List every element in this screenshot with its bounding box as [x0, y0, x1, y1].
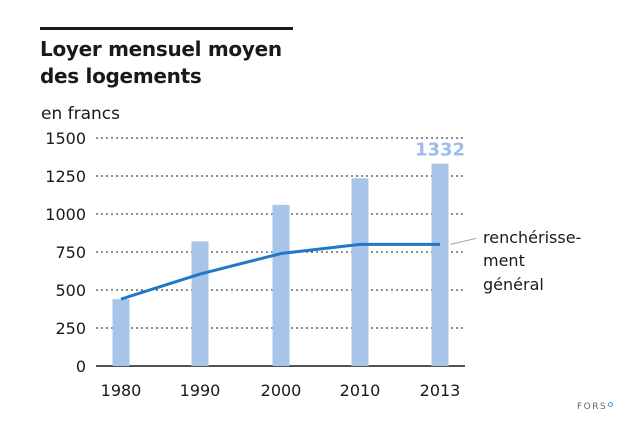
chart-title: Loyer mensuel moyen des logements — [40, 36, 282, 90]
tick-layer: 0 250 500 750 1000 1250 1500 1980 1990 2000 2010 20… — [45, 129, 460, 400]
x-tick-label: 1980 — [101, 381, 142, 400]
y-tick-label: 750 — [55, 243, 86, 262]
annotation-line-2: ment — [483, 251, 525, 270]
y-axis-unit-label: en francs — [41, 104, 121, 124]
x-tick-label: 2000 — [261, 381, 302, 400]
y-tick-label: 1250 — [45, 167, 86, 186]
annotation-leader-line — [450, 237, 477, 245]
bar-1990 — [191, 241, 209, 366]
bar-1980 — [112, 299, 130, 366]
source-logo-text: FORS — [577, 402, 608, 412]
y-tick-label: 250 — [55, 319, 86, 338]
y-tick-label: 500 — [55, 281, 86, 300]
source-logo-dot-icon — [608, 402, 613, 407]
y-tick-label: 0 — [76, 357, 86, 376]
bar-2010 — [351, 178, 369, 366]
y-tick-label: 1500 — [45, 129, 86, 148]
annotation-line-1: renchérisse- — [483, 228, 581, 247]
x-tick-label: 2010 — [340, 381, 381, 400]
bar-2000 — [272, 204, 290, 366]
line-layer — [120, 242, 441, 301]
x-tick-label: 1990 — [180, 381, 221, 400]
title-top-rule — [40, 27, 293, 30]
peak-value-label: 1332 — [415, 140, 465, 161]
chart-title-line-2: des logements — [40, 64, 202, 88]
bar-2013 — [431, 163, 449, 366]
annotation-line-3: général — [483, 275, 544, 294]
y-tick-label: 1000 — [45, 205, 86, 224]
bar-layer — [112, 163, 449, 366]
x-tick-label: 2013 — [420, 381, 461, 400]
chart-title-line-1: Loyer mensuel moyen — [40, 37, 282, 61]
